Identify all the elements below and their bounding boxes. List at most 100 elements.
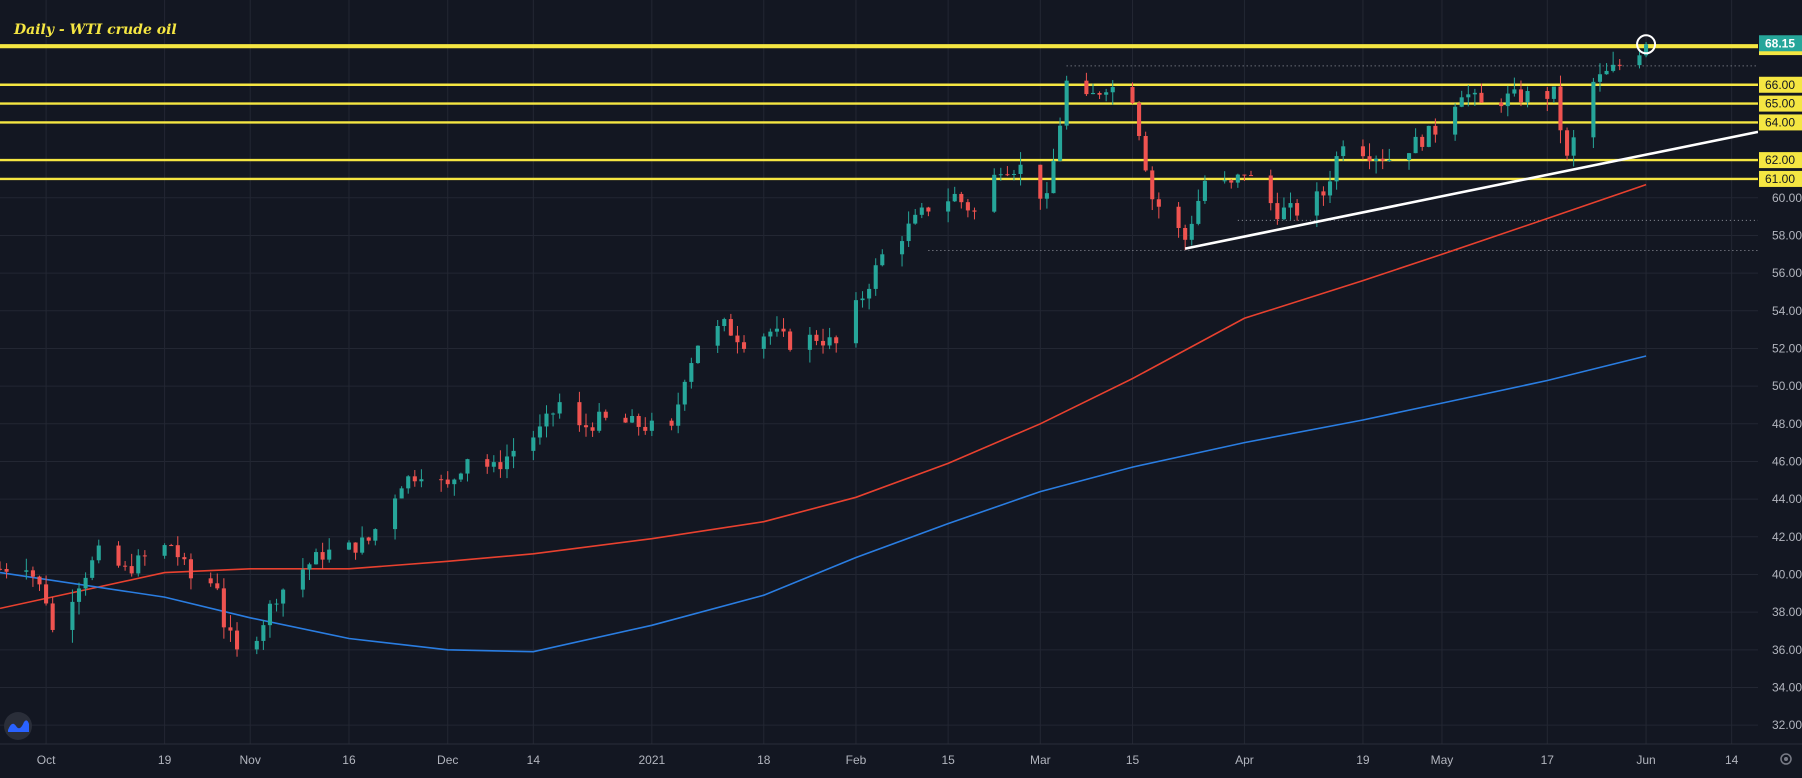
price-axis[interactable]: 32.00 34.00 36.00 38.00 40.00 42.00 44.00 46.00… <box>1758 0 1802 744</box>
settings-gear-icon[interactable] <box>1780 753 1792 765</box>
horizontal-levels[interactable] <box>0 44 1758 181</box>
candle-body-down <box>577 402 582 426</box>
candle-body-down <box>116 545 121 566</box>
candle-body-down <box>4 568 9 572</box>
candle-body-up <box>511 450 516 457</box>
candle-body-up <box>1058 125 1063 161</box>
candle-body-up <box>537 426 542 438</box>
candle-body-up <box>867 288 872 299</box>
time-tick-label: 15 <box>941 753 955 767</box>
candle-body-up <box>761 336 766 349</box>
logo-icon[interactable] <box>4 712 32 740</box>
time-tick-label: Dec <box>437 753 458 767</box>
candle-body-up <box>96 545 101 561</box>
candle-body-up <box>900 241 905 255</box>
candle-body-up <box>452 479 457 485</box>
candle-body-down <box>636 416 641 427</box>
candle-body-up <box>346 542 352 550</box>
candle-body-up <box>162 545 167 556</box>
candle-body-down <box>1268 175 1273 204</box>
candle-body-up <box>649 420 654 431</box>
candle-body-up <box>1387 159 1392 161</box>
level-label-bg <box>1759 152 1802 169</box>
time-axis[interactable]: Oct 19 Nov 16 Dec 14 2021 18 Feb 15 Mar 15 Apr 19 May 1… <box>0 743 1802 767</box>
level-label-bg <box>1759 114 1802 131</box>
candle-body-down <box>1176 206 1181 229</box>
time-tick-label: May <box>1431 753 1454 767</box>
candle-body-up <box>544 413 549 427</box>
candle-body-up <box>1604 70 1609 75</box>
candle-body-up <box>24 570 29 572</box>
candle-body-down <box>583 425 589 428</box>
candle-body-up <box>682 381 687 405</box>
last-candle-highlight-circle <box>1636 34 1657 55</box>
time-tick-label: 16 <box>342 753 356 767</box>
candle-body-down <box>1360 146 1365 157</box>
candle-body-down <box>972 210 977 212</box>
candle-body-down <box>1558 86 1563 131</box>
candle-body-down <box>1518 89 1524 103</box>
candle-body-up <box>1281 207 1286 220</box>
candle-body-down <box>208 578 213 584</box>
ma-fast-line <box>0 183 1647 610</box>
candle-body-up <box>1051 160 1056 194</box>
candle-body-down <box>182 557 187 560</box>
candle-body-down <box>485 459 490 467</box>
candle-body-up <box>254 640 259 650</box>
time-tick-label: 2021 <box>638 753 665 767</box>
candle-body-up <box>267 603 272 626</box>
candle-body-down <box>926 207 931 212</box>
candle-body-up <box>531 437 536 451</box>
candle-body-up <box>1413 136 1418 154</box>
candle-body-down <box>1242 174 1247 176</box>
candle-body-up <box>952 193 957 202</box>
candle-body-down <box>603 411 608 418</box>
candle-body-up <box>1466 94 1471 98</box>
candle-body-down <box>439 479 444 481</box>
candle-body-up <box>1426 125 1431 147</box>
candle-body-up <box>399 488 404 499</box>
candle-body-down <box>1130 87 1135 104</box>
candle-body-down <box>320 552 325 560</box>
candle-body-down <box>590 427 595 431</box>
candle-body-up <box>1459 97 1464 107</box>
candle-body-up <box>1018 164 1023 174</box>
candle-body-down <box>129 566 134 574</box>
candle-body-up <box>1611 64 1616 71</box>
candle-body-up <box>1011 173 1017 175</box>
candle-body-up <box>906 223 911 242</box>
candle-body-up <box>1189 223 1194 240</box>
time-tick-label: 14 <box>527 753 541 767</box>
candle-body-up <box>70 601 75 630</box>
candle-body-up <box>1104 92 1109 95</box>
candle-body-up <box>873 265 878 289</box>
candle-body-down <box>1499 102 1504 107</box>
candle-body-up <box>630 416 635 423</box>
candle-body-up <box>261 625 266 641</box>
price-tick-label: 52.00 <box>1772 341 1802 355</box>
candle-body-up <box>676 404 681 426</box>
candle-body-down <box>820 340 826 346</box>
candle-body-down <box>175 545 180 558</box>
candle-body-down <box>44 584 49 604</box>
candle-body-up <box>551 413 556 415</box>
candle-body-up <box>913 214 918 224</box>
time-tick-label: 14 <box>1725 753 1739 767</box>
candle-body-up <box>1637 55 1642 66</box>
candle-body-down <box>1097 92 1102 95</box>
candle-body-up <box>1235 174 1240 183</box>
candle-body-down <box>366 537 371 541</box>
candle-body-up <box>1406 153 1412 160</box>
candle-body-down <box>1321 191 1326 196</box>
ascending-trendline[interactable] <box>1184 130 1759 250</box>
candle-body-down <box>1367 156 1372 161</box>
trendline-group[interactable] <box>1184 34 1759 250</box>
candle-body-up <box>1341 146 1346 157</box>
candle-body-down <box>1137 103 1142 137</box>
candle-body-up <box>1110 87 1115 93</box>
candle-body-down <box>965 202 970 211</box>
candle-body-down <box>50 603 55 630</box>
candle-body-up <box>274 603 279 605</box>
candle-body-down <box>1038 164 1043 199</box>
